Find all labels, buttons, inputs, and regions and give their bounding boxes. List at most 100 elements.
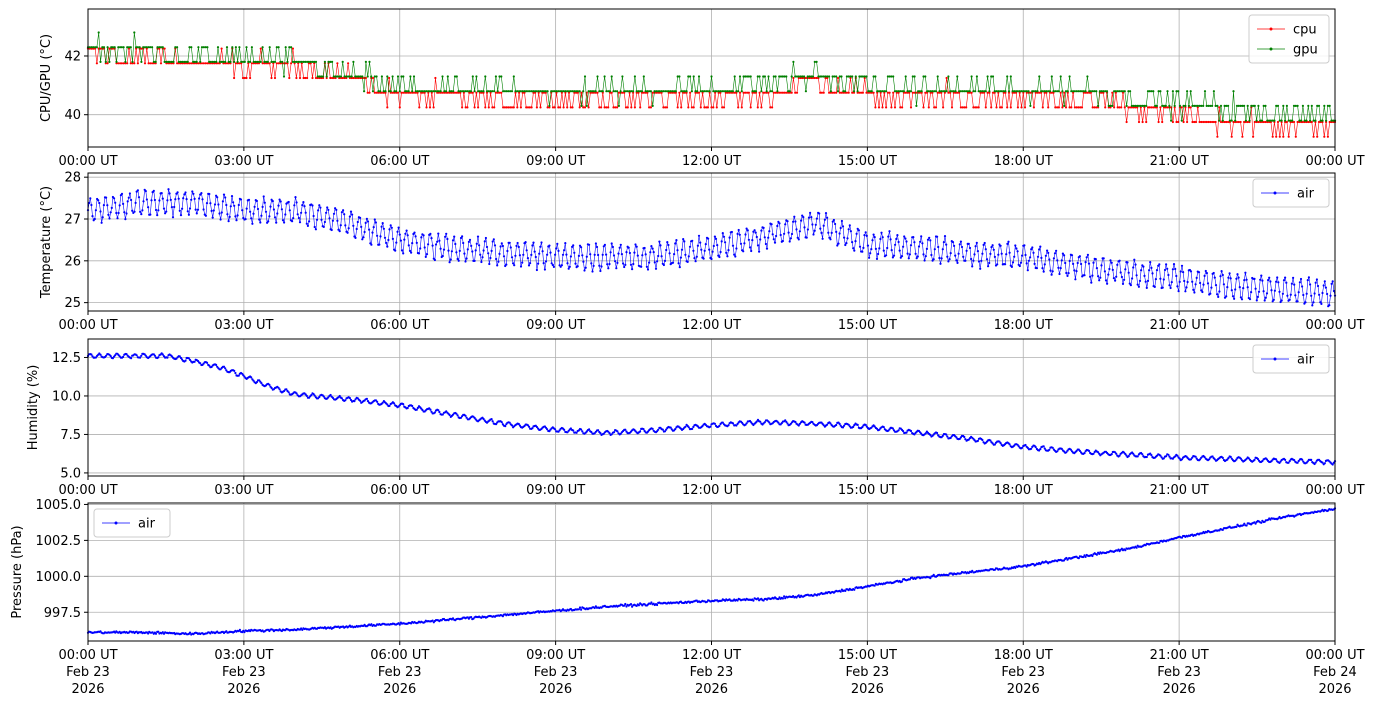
data-point [815, 217, 819, 220]
data-point [957, 252, 960, 255]
x-tick-label: 06:00 UT [370, 318, 429, 333]
data-point [359, 399, 362, 402]
data-point [820, 75, 824, 78]
data-point [984, 248, 987, 251]
data-point [666, 241, 669, 244]
data-point [298, 221, 302, 224]
data-point [335, 208, 338, 211]
data-point [1284, 276, 1287, 279]
data-point [94, 356, 97, 359]
data-point [236, 60, 239, 64]
data-point [575, 431, 578, 434]
data-point [941, 434, 944, 437]
data-point [288, 46, 291, 49]
data-point [270, 60, 273, 64]
data-point [827, 231, 830, 234]
data-point [391, 91, 394, 94]
data-point [382, 227, 385, 230]
data-point [1089, 275, 1092, 278]
data-point [1307, 104, 1310, 107]
data-point [542, 262, 545, 265]
data-point [269, 205, 272, 208]
data-point [515, 244, 518, 247]
x-tick-label: 06:00 UT [370, 154, 429, 169]
data-point [420, 90, 423, 93]
data-point [272, 208, 275, 211]
data-point [631, 268, 634, 271]
data-point [925, 247, 929, 250]
data-point [161, 46, 164, 49]
data-point [789, 237, 793, 240]
data-point [377, 90, 380, 93]
data-point [327, 208, 330, 211]
data-point [1200, 289, 1203, 292]
data-point [298, 60, 302, 64]
data-point [188, 358, 192, 361]
data-point [115, 211, 118, 215]
data-point [771, 106, 774, 109]
data-point [1091, 274, 1094, 277]
data-point [801, 75, 804, 78]
data-point [803, 226, 806, 229]
data-point [122, 355, 125, 358]
data-point [1218, 290, 1221, 293]
data-point [311, 76, 314, 80]
data-point [997, 90, 1000, 93]
data-point [744, 75, 747, 78]
data-point [872, 91, 875, 94]
data-point [95, 46, 98, 49]
data-point [497, 260, 500, 263]
data-point [506, 249, 509, 253]
data-point [124, 218, 127, 221]
data-point [273, 216, 277, 219]
data-point [1229, 277, 1232, 280]
data-point [498, 91, 501, 94]
data-point [902, 245, 905, 248]
data-point [302, 76, 305, 80]
data-point [1216, 104, 1219, 107]
data-point [662, 263, 666, 267]
data-point [1095, 267, 1098, 270]
data-point [787, 90, 790, 93]
data-point [124, 60, 127, 64]
data-point [1070, 254, 1074, 257]
data-point [683, 90, 686, 93]
data-point [875, 257, 879, 260]
x-tick-label: 18:00 UT [994, 648, 1053, 663]
data-point [1210, 286, 1213, 289]
data-point [839, 226, 842, 230]
x-tick-date: Feb 23 [222, 665, 266, 680]
data-point [371, 76, 375, 80]
data-point [1225, 120, 1228, 124]
data-point [915, 104, 918, 107]
data-point [649, 251, 652, 254]
data-point [581, 254, 584, 257]
data-point [437, 232, 440, 235]
data-point [338, 394, 341, 398]
data-point [984, 106, 987, 109]
data-point [607, 267, 610, 270]
data-point [1316, 284, 1320, 288]
data-point [1273, 119, 1276, 122]
data-point [1019, 261, 1023, 264]
data-point [1244, 119, 1247, 122]
data-point [425, 106, 428, 109]
data-point [1068, 75, 1071, 78]
data-point [856, 90, 859, 93]
data-point [590, 262, 593, 265]
data-point [215, 363, 218, 366]
data-point [260, 214, 263, 217]
data-point [784, 223, 787, 226]
data-point [1226, 286, 1229, 289]
data-point [1189, 458, 1193, 461]
data-point [1171, 120, 1174, 124]
data-point [663, 430, 667, 433]
data-point [496, 90, 499, 93]
data-point [863, 234, 866, 237]
data-point [893, 90, 897, 93]
data-point [1221, 528, 1224, 532]
data-point [348, 215, 351, 218]
data-point [517, 422, 520, 426]
data-point [1111, 91, 1114, 94]
data-point [554, 253, 557, 256]
